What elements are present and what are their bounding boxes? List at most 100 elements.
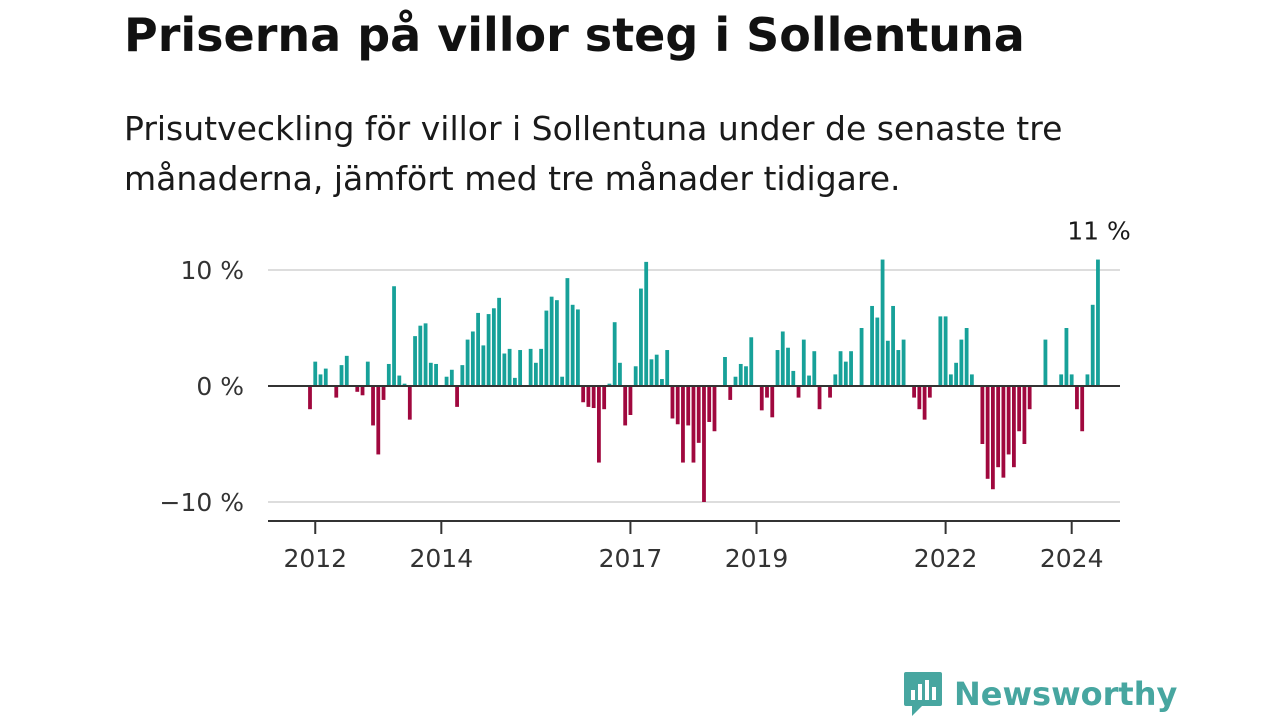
bar	[644, 261, 649, 386]
bar	[969, 374, 974, 386]
bar	[686, 386, 691, 426]
bar	[481, 345, 486, 386]
x-tick-label: 2022	[914, 544, 978, 573]
bar	[954, 362, 959, 386]
chart-subtitle: Prisutveckling för villor i Sollentuna u…	[124, 109, 1063, 198]
bar	[875, 317, 880, 386]
bar	[612, 322, 617, 386]
bar	[570, 304, 575, 386]
bar	[497, 297, 502, 386]
x-tick-label: 2017	[599, 544, 663, 573]
bar	[912, 386, 916, 398]
bar	[681, 386, 685, 463]
bar	[996, 386, 1001, 468]
newsworthy-logo: Newsworthy	[902, 670, 1177, 718]
newsworthy-logo-icon	[904, 672, 942, 716]
bar	[449, 369, 454, 386]
bar	[491, 308, 496, 386]
bar	[948, 374, 953, 386]
bar	[1064, 328, 1069, 386]
bar	[554, 300, 559, 386]
bar	[591, 386, 596, 409]
bar	[633, 366, 638, 386]
x-tick-label: 2024	[1040, 544, 1104, 573]
bar	[549, 296, 554, 386]
bar	[392, 286, 396, 386]
bar	[581, 386, 586, 403]
bar	[597, 386, 601, 463]
bar	[576, 309, 580, 386]
bar	[922, 386, 927, 420]
bar	[696, 386, 701, 443]
bar	[476, 312, 480, 386]
bar	[849, 351, 853, 386]
bar	[434, 363, 438, 386]
bar	[665, 350, 670, 386]
bar	[1069, 374, 1074, 386]
bar	[486, 314, 491, 386]
bar	[565, 278, 570, 386]
bar	[775, 350, 780, 386]
bar	[428, 362, 433, 386]
x-tick-label: 2014	[410, 544, 474, 573]
bar	[859, 328, 864, 386]
bar	[465, 339, 470, 386]
bar	[828, 386, 832, 398]
last-value-annotation: 11 %	[1067, 217, 1131, 246]
bar	[518, 350, 523, 386]
bar	[702, 386, 706, 502]
bar	[386, 363, 391, 386]
bar	[407, 386, 412, 420]
bar	[707, 386, 712, 422]
bar	[507, 348, 512, 386]
bar	[765, 386, 769, 398]
bar	[660, 379, 664, 386]
bar	[728, 386, 733, 400]
bar	[891, 305, 895, 386]
bar	[1059, 374, 1064, 386]
bar	[770, 386, 775, 418]
bar	[812, 351, 817, 386]
bar	[838, 351, 843, 386]
bar	[628, 386, 633, 415]
bar	[1027, 386, 1032, 410]
bar	[1006, 386, 1011, 455]
bar	[744, 366, 748, 386]
bar	[1075, 386, 1079, 410]
bar	[990, 386, 995, 490]
bar	[749, 337, 754, 386]
bar	[880, 259, 885, 386]
x-tick-label: 2019	[725, 544, 789, 573]
bar	[618, 362, 622, 386]
bar	[759, 386, 764, 411]
bar	[943, 316, 948, 386]
bar	[738, 363, 743, 386]
bar	[339, 365, 344, 386]
bar	[586, 386, 591, 407]
bar	[649, 359, 654, 386]
bar	[980, 386, 985, 444]
bar	[607, 383, 612, 386]
bar	[418, 325, 423, 386]
bar	[381, 386, 386, 400]
bar	[1043, 339, 1048, 386]
bar	[470, 331, 475, 386]
brand-name: Newsworthy	[954, 675, 1178, 713]
bar	[896, 350, 901, 386]
bar	[1001, 386, 1006, 478]
bar	[360, 386, 365, 396]
bar	[843, 361, 848, 386]
bar	[371, 386, 375, 426]
bar	[670, 386, 675, 419]
bar	[959, 339, 964, 386]
bar	[733, 376, 738, 386]
y-tick-label: 0 %	[196, 372, 244, 401]
bar	[355, 386, 360, 392]
bar	[413, 336, 417, 386]
bar	[801, 339, 806, 386]
bar	[313, 361, 318, 386]
bar	[533, 362, 538, 386]
bar	[675, 386, 680, 425]
bar	[444, 376, 449, 386]
